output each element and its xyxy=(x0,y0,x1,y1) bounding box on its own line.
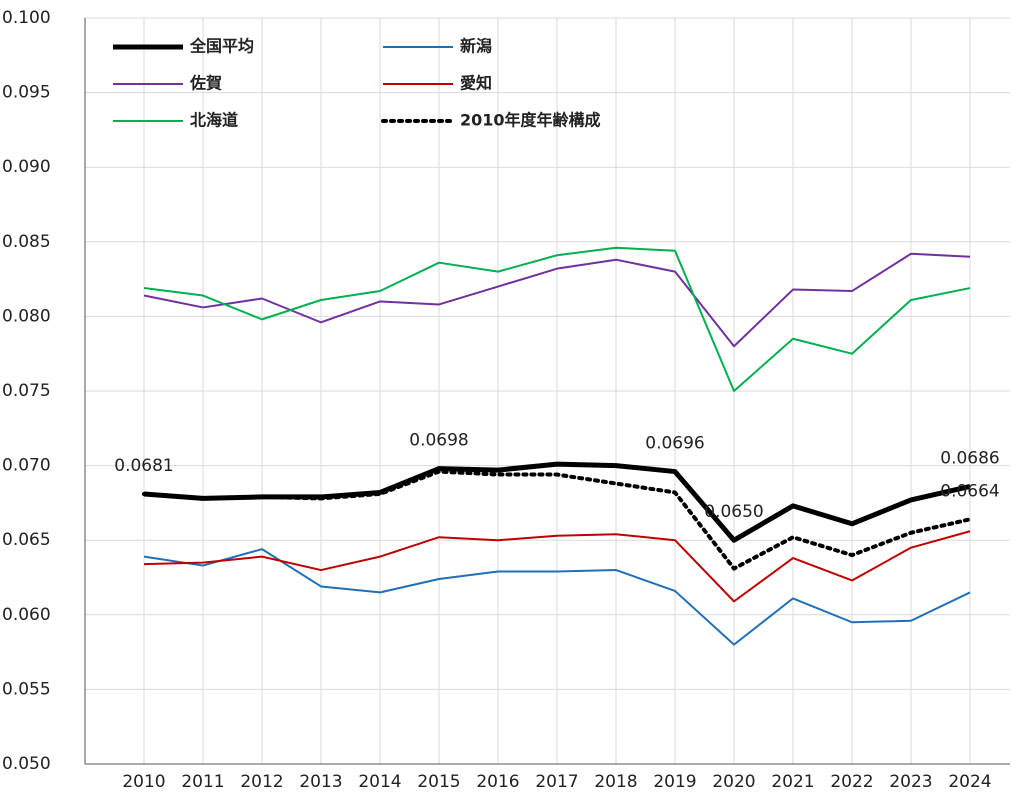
x-tick-label: 2013 xyxy=(299,772,342,792)
series-line xyxy=(143,246,971,392)
y-tick-label: 0.085 xyxy=(2,232,51,252)
x-tick-label: 2017 xyxy=(535,772,578,792)
x-tick-label: 2022 xyxy=(830,772,873,792)
y-tick-label: 0.060 xyxy=(2,605,51,625)
y-tick-label: 0.070 xyxy=(2,456,51,476)
y-tick-label: 0.095 xyxy=(2,83,51,103)
data-label: 0.0686 xyxy=(940,448,999,468)
x-tick-label: 2010 xyxy=(122,772,165,792)
x-tick-label: 2018 xyxy=(594,772,637,792)
y-tick-label: 0.050 xyxy=(2,754,51,774)
x-tick-label: 2021 xyxy=(771,772,814,792)
data-label: 0.0650 xyxy=(704,502,763,522)
data-label: 0.0698 xyxy=(409,431,468,451)
x-tick-label: 2014 xyxy=(358,772,401,792)
series-line xyxy=(143,252,971,348)
x-tick-label: 2019 xyxy=(653,772,696,792)
y-tick-label: 0.055 xyxy=(2,679,51,699)
legend-label: 佐賀 xyxy=(189,74,222,93)
series-line xyxy=(143,530,971,603)
y-tick-label: 0.080 xyxy=(2,306,51,326)
y-tick-label: 0.065 xyxy=(2,530,51,550)
legend-label: 全国平均 xyxy=(189,37,254,56)
legend-label: 2010年度年齢構成 xyxy=(460,111,601,130)
x-tick-label: 2023 xyxy=(889,772,932,792)
legend-label: 新潟 xyxy=(460,37,492,56)
data-label: 0.0681 xyxy=(114,456,173,476)
x-tick-label: 2024 xyxy=(948,772,991,792)
legend-label: 北海道 xyxy=(190,111,238,130)
y-tick-label: 0.075 xyxy=(2,381,51,401)
x-tick-label: 2020 xyxy=(712,772,755,792)
legend-label: 愛知 xyxy=(460,74,492,93)
x-tick-label: 2016 xyxy=(476,772,519,792)
data-label: 0.0664 xyxy=(940,481,999,501)
data-label: 0.0696 xyxy=(645,434,704,454)
x-tick-label: 2011 xyxy=(181,772,224,792)
y-tick-label: 0.090 xyxy=(2,157,51,177)
series-line xyxy=(142,469,972,571)
x-tick-label: 2012 xyxy=(240,772,283,792)
y-tick-label: 0.100 xyxy=(2,8,51,28)
x-tick-label: 2015 xyxy=(417,772,460,792)
